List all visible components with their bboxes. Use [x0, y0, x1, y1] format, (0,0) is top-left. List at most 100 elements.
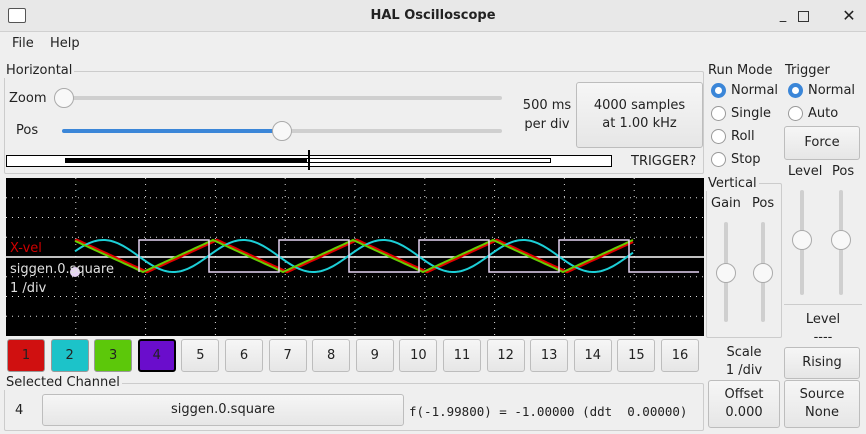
force-button[interactable]: Force — [784, 126, 860, 160]
run-mode-radio-single[interactable] — [711, 106, 726, 121]
trace-channel-2 — [74, 239, 634, 273]
channel-button-10[interactable]: 10 — [399, 339, 438, 372]
samples-button[interactable]: 4000 samples at 1.00 kHz — [576, 82, 703, 148]
zoom-slider-handle[interactable] — [54, 88, 74, 108]
trigger-level-value: ---- — [813, 330, 833, 345]
selected-channel-group — [4, 383, 704, 431]
trigger-marker[interactable] — [70, 267, 80, 277]
vpos-label: Pos — [752, 196, 775, 211]
channel-button-5[interactable]: 5 — [181, 339, 220, 372]
title-bar: HAL Oscilloscope _ ✕ — [0, 0, 866, 32]
run-mode-option: Stop — [731, 152, 761, 167]
sample-rate: at 1.00 kHz — [602, 116, 677, 131]
trigger-mode-radio-auto[interactable] — [788, 106, 803, 121]
trigger-level-readout: Level ---- — [784, 311, 862, 347]
horizontal-group — [4, 71, 704, 174]
channel-button-16[interactable]: 16 — [661, 339, 699, 372]
app-icon — [8, 8, 26, 23]
run-mode-label: Run Mode — [706, 63, 775, 78]
channel-number: 4 — [152, 347, 161, 363]
trigger-mode-option: Auto — [808, 106, 839, 121]
trace-channel-3 — [74, 238, 634, 274]
channel-button-9[interactable]: 9 — [355, 339, 394, 372]
channel-number: 8 — [327, 347, 336, 363]
vertical-label: Vertical — [706, 176, 759, 191]
channel-number: 3 — [109, 347, 118, 363]
trace-channel-4 — [138, 239, 699, 273]
channel-number: 13 — [540, 347, 558, 363]
scale-readout: Scale 1 /div — [706, 344, 782, 380]
channel-button-2[interactable]: 2 — [50, 339, 89, 372]
channel-button-7[interactable]: 7 — [268, 339, 307, 372]
channel-signal-button[interactable]: siggen.0.square — [42, 394, 404, 426]
channel-number: 14 — [584, 347, 602, 363]
channel-button-15[interactable]: 15 — [617, 339, 656, 372]
rate-value: 500 ms — [522, 98, 572, 113]
edge-button[interactable]: Rising — [784, 347, 860, 379]
channel-button-13[interactable]: 13 — [530, 339, 569, 372]
channel-button-8[interactable]: 8 — [312, 339, 351, 372]
trigger-mode-radio-normal[interactable] — [788, 83, 803, 98]
channel-label-signal: siggen.0.square — [10, 262, 114, 277]
channel-number: 15 — [628, 347, 645, 363]
samples-count: 4000 samples — [593, 98, 686, 113]
channel-number: 2 — [65, 347, 74, 363]
menu-file[interactable]: File — [12, 36, 34, 51]
channel-number: 9 — [370, 347, 379, 363]
channel-label-scale: 1 /div — [10, 281, 47, 296]
horizontal-label: Horizontal — [4, 63, 75, 78]
selected-channel-label: Selected Channel — [4, 375, 122, 390]
channel-number: 16 — [671, 347, 689, 363]
trigger-level-handle[interactable] — [792, 230, 812, 250]
minimize-button[interactable]: _ — [779, 8, 787, 23]
offset-button[interactable]: Offset 0.000 — [708, 380, 780, 428]
run-mode-option: Roll — [731, 129, 755, 144]
menu-help[interactable]: Help — [50, 36, 80, 51]
maximize-button[interactable] — [798, 11, 809, 22]
scope-display[interactable] — [6, 178, 704, 336]
vpos-slider-handle[interactable] — [753, 263, 773, 283]
channel-number: 10 — [410, 347, 427, 363]
channel-button-4[interactable]: 4 — [137, 339, 176, 372]
run-mode-option: Single — [731, 106, 771, 121]
rate-unit: per div — [524, 117, 570, 132]
source-label: Source — [799, 387, 845, 402]
channel-number: 5 — [196, 347, 205, 363]
channel-button-14[interactable]: 14 — [573, 339, 612, 372]
selected-channel-number: 4 — [15, 403, 24, 418]
run-mode-radio-roll[interactable] — [711, 129, 726, 144]
channel-button-3[interactable]: 3 — [94, 339, 133, 372]
gain-slider-handle[interactable] — [716, 263, 736, 283]
run-mode-radio-stop[interactable] — [711, 152, 726, 167]
gain-label: Gain — [711, 196, 741, 211]
window-title: HAL Oscilloscope — [370, 8, 496, 23]
trigger-level-title: Level — [805, 312, 841, 327]
channel-button-11[interactable]: 11 — [443, 339, 481, 372]
pos-label: Pos — [16, 123, 39, 138]
trigger-source-button[interactable]: Source None — [784, 380, 860, 428]
channel-button-1[interactable]: 1 — [7, 339, 45, 372]
source-value: None — [805, 405, 839, 420]
channel-button-12[interactable]: 12 — [486, 339, 525, 372]
channel-number: 11 — [453, 347, 471, 363]
channel-number: 12 — [497, 347, 514, 363]
close-button[interactable]: ✕ — [842, 6, 856, 25]
run-mode-option: Normal — [731, 83, 779, 98]
channel-signal-name: siggen.0.square — [171, 402, 275, 417]
pos-slider-handle[interactable] — [272, 121, 292, 141]
channel-readout: f(-1.99800) = -1.00000 (ddt 0.00000) — [409, 404, 688, 419]
channel-number: 6 — [239, 347, 249, 363]
scale-label: Scale — [726, 345, 762, 360]
trigger-pos-label: Pos — [832, 164, 855, 179]
trigger-mode-option: Normal — [808, 83, 856, 98]
channel-label-name: X-vel — [10, 241, 42, 256]
channel-button-6[interactable]: 6 — [225, 339, 263, 372]
offset-label: Offset — [724, 387, 764, 402]
force-label: Force — [804, 135, 840, 150]
divider — [784, 304, 862, 305]
zoom-label: Zoom — [9, 91, 47, 106]
trigger-pos-handle[interactable] — [831, 230, 851, 250]
run-mode-radio-normal[interactable] — [711, 83, 726, 98]
zoom-slider[interactable] — [62, 96, 502, 100]
trigger-status: TRIGGER? — [631, 154, 697, 169]
